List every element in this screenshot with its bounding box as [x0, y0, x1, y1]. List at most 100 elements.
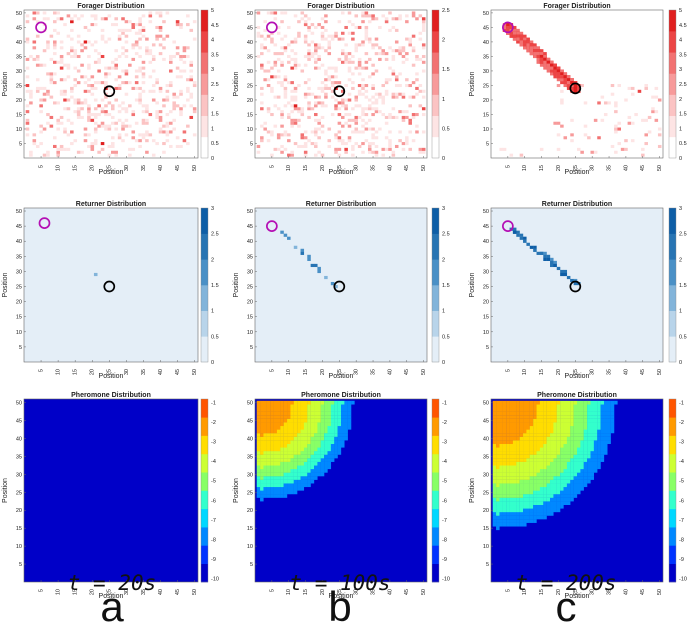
pheromone-cell — [273, 490, 278, 495]
pheromone-cell — [590, 458, 595, 462]
pheromone-cell — [270, 486, 274, 491]
heat-cell — [290, 150, 294, 154]
pheromone-cell — [310, 425, 315, 430]
x-tick-label: 10 — [56, 369, 62, 375]
pheromone-cell — [603, 407, 608, 412]
heat-cell — [303, 95, 308, 99]
pheromone-cell — [506, 472, 510, 477]
pheromone-cell — [529, 415, 534, 419]
pheromone-cell — [556, 501, 561, 506]
trail-cell — [509, 34, 514, 38]
pheromone-cell — [587, 433, 591, 437]
heat-cell — [357, 84, 362, 88]
pheromone-cell — [290, 422, 294, 427]
pheromone-cell — [260, 490, 264, 495]
colorbar-tick-label: -4 — [211, 459, 216, 465]
colorbar-tick-label: 2.5 — [442, 232, 450, 238]
heat-cell — [260, 86, 264, 90]
heat-cell — [182, 139, 187, 143]
heat-cell — [121, 17, 125, 21]
heat-cell — [324, 14, 328, 18]
pheromone-cell — [273, 472, 278, 477]
pheromone-cell — [347, 422, 352, 427]
heat-cell — [290, 81, 294, 85]
pheromone-cell — [533, 508, 537, 513]
pheromone-cell — [506, 486, 510, 491]
pheromone-cell — [560, 461, 564, 466]
heat-cell — [145, 49, 149, 53]
pheromone-cell — [526, 465, 530, 470]
heat-cell — [310, 130, 315, 134]
heat-cell — [411, 139, 416, 143]
pheromone-cell — [496, 407, 500, 412]
heat-cell — [80, 115, 84, 119]
heat-cell — [46, 92, 50, 96]
pheromone-cell — [529, 425, 534, 430]
heat-cell — [293, 52, 298, 56]
pheromone-cell — [266, 486, 271, 491]
heat-cell — [394, 84, 399, 88]
pheromone-cell — [499, 522, 503, 527]
heat-cell — [260, 43, 264, 47]
heat-cell — [320, 115, 325, 119]
heat-cell — [53, 60, 57, 64]
heat-cell — [256, 54, 261, 59]
returner-cell — [519, 236, 524, 240]
pheromone-cell — [300, 461, 305, 466]
heat-cell — [182, 104, 187, 108]
heat-cell — [357, 144, 362, 148]
heat-cell — [303, 20, 308, 24]
pheromone-cell — [280, 400, 284, 405]
heat-cell — [391, 49, 396, 53]
pheromone-cell — [570, 494, 574, 498]
heat-cell — [80, 49, 84, 53]
pheromone-cell — [287, 458, 291, 462]
x-tick-label: 50 — [421, 589, 427, 595]
pheromone-cell — [297, 447, 301, 452]
pheromone-cell — [273, 447, 278, 452]
heat-cell — [32, 17, 37, 21]
pheromone-cell — [287, 404, 291, 409]
pheromone-cell — [499, 433, 503, 437]
pheromone-cell — [266, 458, 271, 462]
pheromone-cell — [293, 479, 298, 484]
pheromone-cell — [263, 476, 267, 480]
heat-cell — [314, 130, 318, 134]
pheromone-cell — [310, 422, 315, 427]
heat-cell — [330, 75, 335, 79]
heat-cell — [361, 107, 365, 111]
x-tick-label: 5 — [505, 165, 511, 168]
pheromone-cell — [529, 411, 534, 416]
heat-cell — [155, 142, 159, 146]
heat-cell — [283, 104, 288, 108]
pheromone-cell — [260, 415, 264, 419]
heat-cell — [314, 127, 318, 131]
heat-cell — [303, 54, 308, 59]
pheromone-cell — [553, 472, 557, 477]
pheromone-cell — [516, 522, 520, 527]
pheromone-cell — [256, 490, 261, 495]
y-tick-label: 35 — [247, 454, 253, 460]
pheromone-cell — [512, 415, 517, 419]
x-tick-label: 25 — [573, 589, 579, 595]
pheromone-cell — [580, 465, 584, 470]
pheromone-cell — [580, 418, 584, 423]
panel-title: Returner Distribution — [542, 201, 612, 208]
pheromone-cell — [283, 404, 288, 409]
heat-cell — [124, 118, 129, 122]
pheromone-cell — [499, 407, 503, 412]
heat-cell — [408, 130, 412, 134]
pheromone-cell — [529, 404, 534, 409]
pheromone-cell — [303, 433, 308, 437]
pheromone-cell — [502, 497, 507, 502]
pheromone-cell — [499, 501, 503, 506]
pheromone-cell — [297, 479, 301, 484]
pheromone-cell — [603, 443, 608, 448]
heat-cell — [46, 43, 50, 47]
heat-cell — [66, 118, 71, 122]
heat-cell — [111, 107, 115, 111]
pheromone-cell — [492, 404, 497, 409]
heat-cell — [344, 150, 348, 154]
pheromone-cell — [502, 458, 507, 462]
